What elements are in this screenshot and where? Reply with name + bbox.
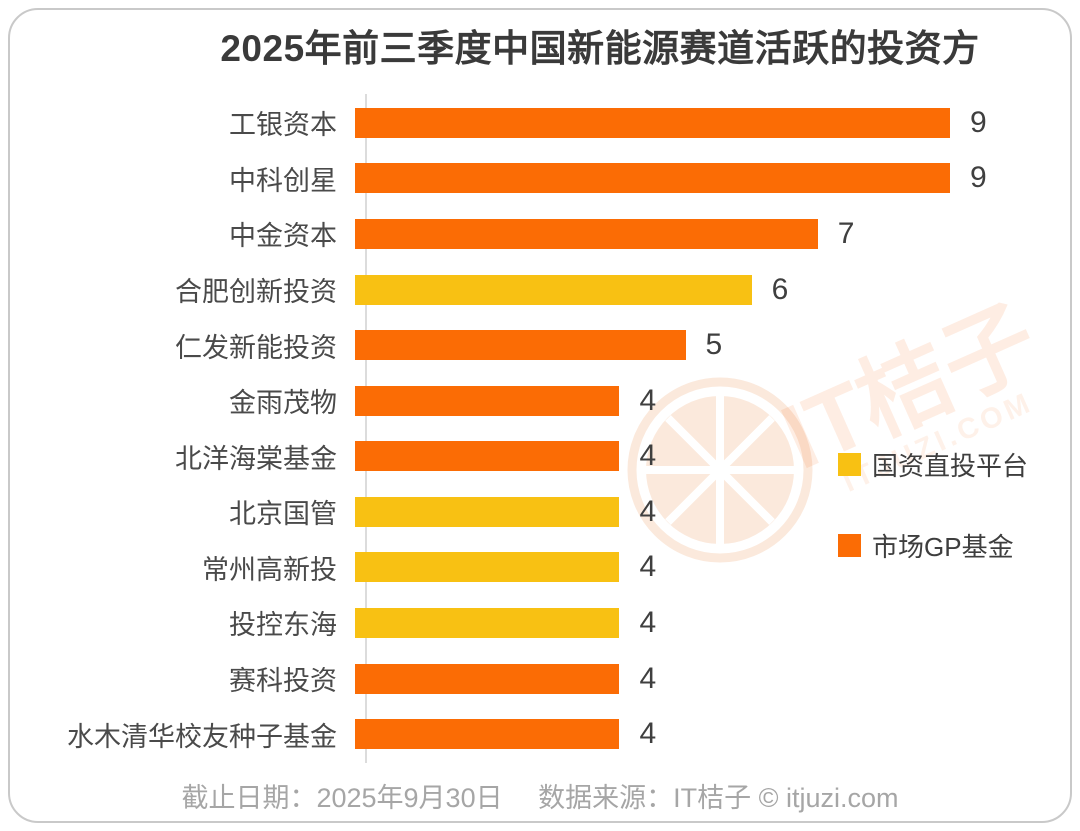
category-label: 仁发新能投资 <box>175 332 337 363</box>
footer-source: 数据来源：IT桔子 © itjuzi.com <box>538 783 899 813</box>
legend-swatch-yellow <box>838 453 861 476</box>
bar <box>355 663 620 694</box>
bar-row: 赛科投资 4 <box>0 651 1080 707</box>
bar-row: 投控东海 4 <box>0 595 1080 651</box>
legend-item: 国资直投平台 <box>838 446 1028 483</box>
bar <box>355 107 950 138</box>
value-label: 6 <box>771 272 789 306</box>
bar <box>355 218 818 249</box>
value-label: 4 <box>639 717 657 751</box>
category-label: 水木清华校友种子基金 <box>67 721 337 752</box>
value-label: 4 <box>639 550 657 584</box>
bar-row: 水木清华校友种子基金 4 <box>0 706 1080 762</box>
value-label: 4 <box>639 439 657 473</box>
legend: 国资直投平台 市场GP基金 <box>838 446 1028 608</box>
category-label: 中科创星 <box>229 165 337 196</box>
value-label: 4 <box>639 605 657 639</box>
bar <box>355 607 620 638</box>
bar <box>355 552 620 583</box>
category-label: 中金资本 <box>229 221 337 252</box>
category-label: 投控东海 <box>229 610 337 641</box>
value-label: 7 <box>837 216 855 250</box>
category-label: 赛科投资 <box>229 666 337 697</box>
value-label: 9 <box>970 161 987 195</box>
category-label: 北京国管 <box>229 499 337 530</box>
category-label: 金雨茂物 <box>229 388 337 419</box>
bar <box>355 496 620 527</box>
bar-chart: 工银资本 9 中科创星 9 中金资本 7 合肥创新投资 6 仁发新能投资 5 金雨茂物 4 北洋海棠基金… <box>0 95 1080 762</box>
bar <box>355 441 620 472</box>
footer-date: 截止日期：2025年9月30日 <box>181 783 503 813</box>
value-label: 4 <box>639 661 657 695</box>
category-label: 合肥创新投资 <box>175 277 337 308</box>
bar-row: 仁发新能投资 5 <box>0 317 1080 373</box>
y-axis-line <box>365 94 367 763</box>
bar-row: 中金资本 7 <box>0 206 1080 262</box>
chart-title: 2025年前三季度中国新能源赛道活跃的投资方 <box>220 28 980 69</box>
value-label: 9 <box>970 105 987 139</box>
value-label: 4 <box>639 383 657 417</box>
footer: 截止日期：2025年9月30日 数据来源：IT桔子 © itjuzi.com <box>0 776 1080 815</box>
bar-row: 金雨茂物 4 <box>0 373 1080 429</box>
legend-swatch-orange <box>838 534 861 557</box>
value-label: 4 <box>639 494 657 528</box>
bar-row: 工银资本 9 <box>0 95 1080 151</box>
bar <box>355 163 950 194</box>
bar-row: 合肥创新投资 6 <box>0 262 1080 318</box>
bar <box>355 719 620 750</box>
legend-label: 国资直投平台 <box>872 451 1029 481</box>
bar <box>355 274 752 305</box>
category-label: 北洋海棠基金 <box>175 443 337 474</box>
bar <box>355 330 686 361</box>
bar-row: 中科创星 9 <box>0 151 1080 207</box>
legend-label: 市场GP基金 <box>872 532 1014 562</box>
value-label: 5 <box>705 328 723 362</box>
bar <box>355 385 620 416</box>
bar-row: 北洋海棠基金 4 <box>0 428 1080 484</box>
category-label: 工银资本 <box>229 110 337 141</box>
category-label: 常州高新投 <box>202 554 337 585</box>
legend-item: 市场GP基金 <box>838 527 1028 564</box>
